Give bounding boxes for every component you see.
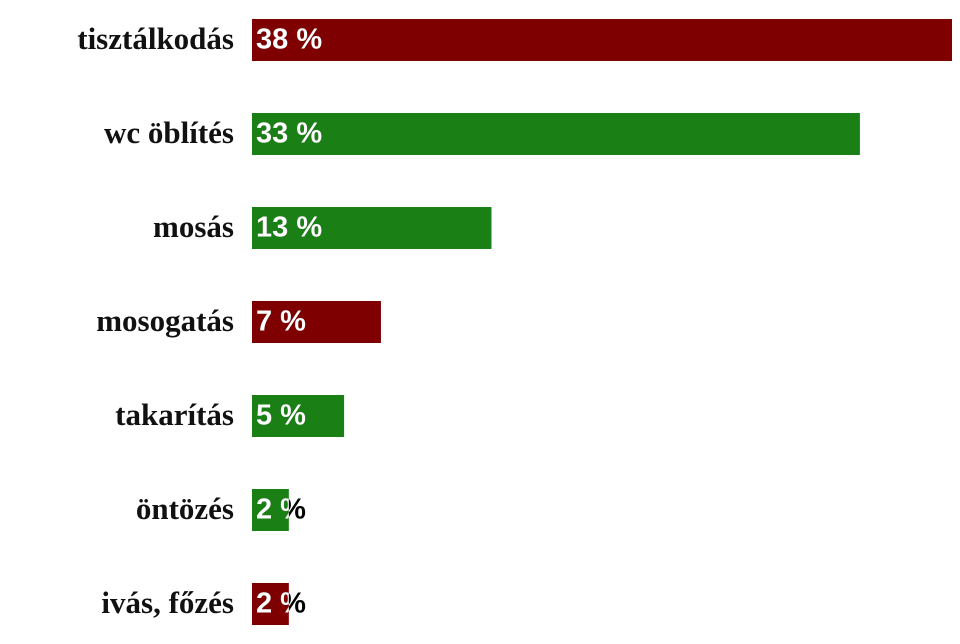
value-label: 2 % xyxy=(256,494,306,526)
bar xyxy=(252,489,289,531)
category-label: öntözés xyxy=(136,491,234,526)
value-label: 13 % xyxy=(256,212,322,244)
value-label: 7 % xyxy=(256,306,306,338)
bar xyxy=(252,301,381,343)
value-label: 2 % xyxy=(256,588,306,620)
bar xyxy=(252,583,289,625)
value-label: 5 % xyxy=(256,400,306,432)
value-label: 2 % xyxy=(256,588,306,620)
value-label: 38 % xyxy=(256,24,322,56)
bar xyxy=(252,395,345,437)
category-label: mosás xyxy=(153,209,234,244)
value-label: 33 % xyxy=(256,118,322,150)
value-label: 38 % xyxy=(256,24,322,56)
category-label: wc öblítés xyxy=(104,115,234,150)
value-label: 7 % xyxy=(256,306,306,338)
bar xyxy=(252,19,952,61)
value-label: 5 % xyxy=(256,400,306,432)
category-label: takarítás xyxy=(115,397,234,432)
bar xyxy=(252,113,860,155)
value-label: 13 % xyxy=(256,212,322,244)
value-label: 2 % xyxy=(256,494,306,526)
category-label: tisztálkodás xyxy=(77,21,234,56)
bar xyxy=(252,207,492,249)
value-label: 33 % xyxy=(256,118,322,150)
category-label: ivás, főzés xyxy=(101,585,234,620)
category-label: mosogatás xyxy=(96,303,234,338)
